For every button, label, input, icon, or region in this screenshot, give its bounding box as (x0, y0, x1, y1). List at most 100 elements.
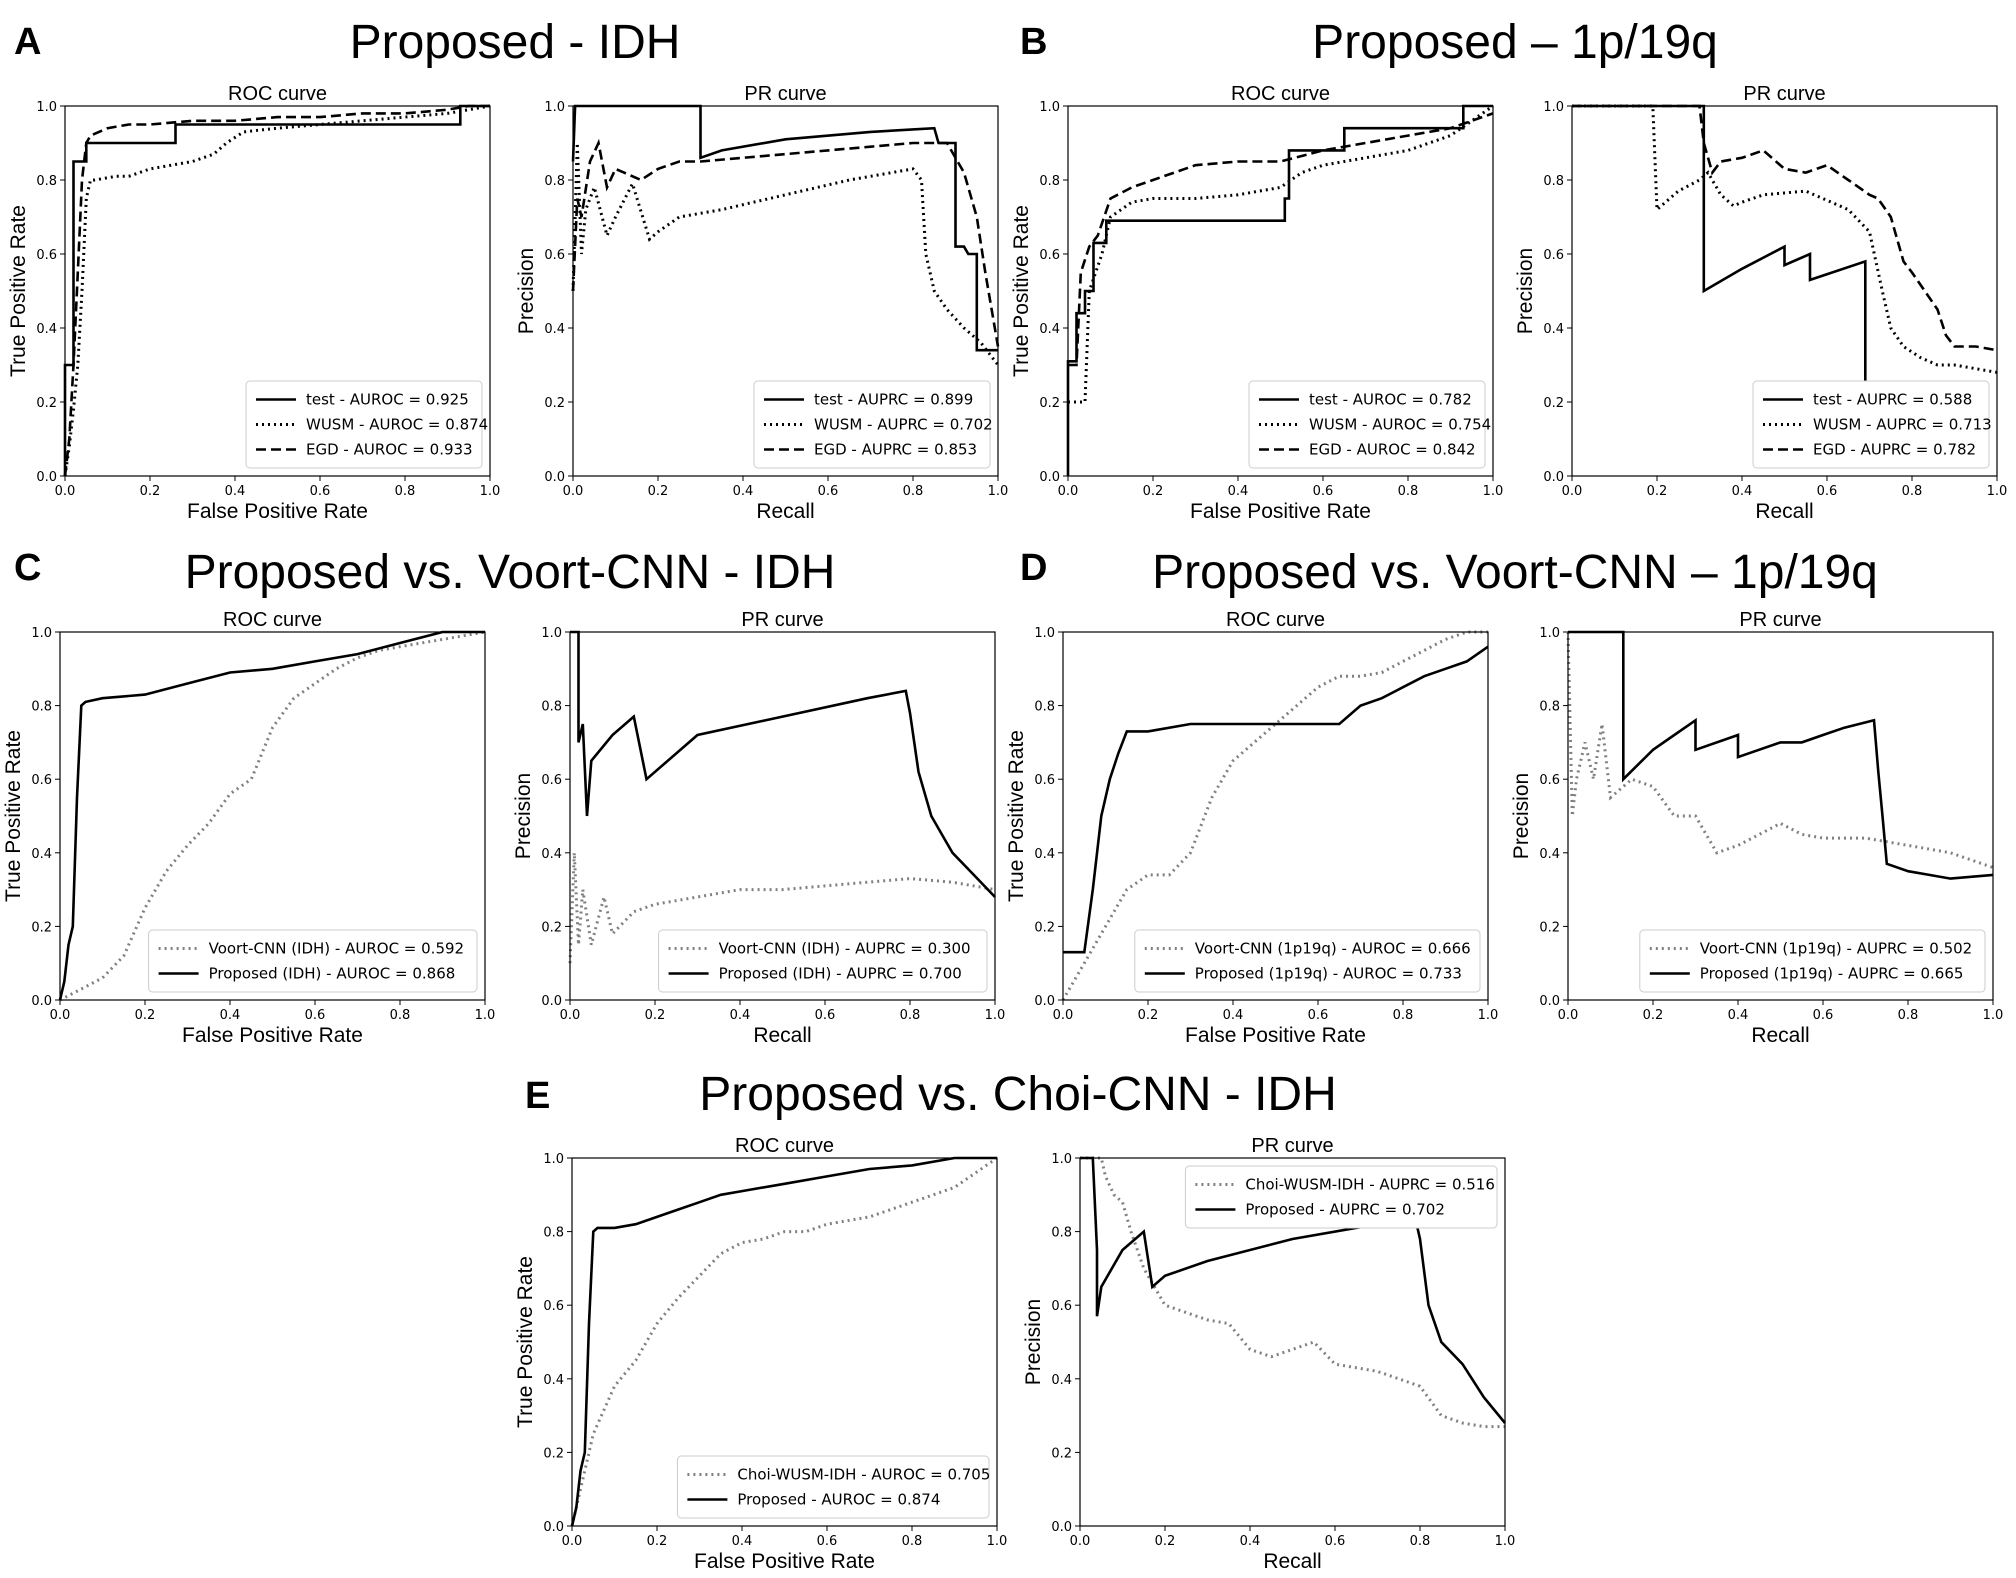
y-tick-label: 0.6 (1539, 773, 1560, 788)
y-tick-label: 0.0 (1034, 994, 1055, 1009)
y-tick-label: 1.0 (31, 626, 52, 641)
chart-d-pr: PR curve 0.00.0 0.2 0.2 0.4 0.4 0.6 0.6 0.8 0.8 1.… (1510, 609, 2003, 1047)
x-tick-label: 0.0 (563, 484, 584, 499)
y-tick-label: 0.0 (1539, 994, 1560, 1009)
y-tick-label: 0.2 (1034, 920, 1055, 935)
x-tick-label: 0.0 (560, 1008, 581, 1023)
y-tick-label: 0.6 (36, 248, 57, 263)
panel-title-b: Proposed – 1p/19q (1312, 16, 1718, 69)
x-tick-label: 0.6 (1817, 484, 1838, 499)
legend-entry: test - AUROC = 0.782 (1309, 391, 1472, 409)
x-tick-label: 0.4 (732, 1534, 753, 1549)
x-tick-label: 0.6 (310, 484, 331, 499)
subplot-title: PR curve (1743, 83, 1825, 105)
y-tick-label: 0.6 (1543, 248, 1564, 263)
x-tick-label: 1.0 (1478, 1008, 1499, 1023)
legend-entry: EGD - AUROC = 0.842 (1309, 441, 1476, 459)
legend: Choi-WUSM-IDH - AUPRC = 0.516 Proposed - … (1184, 1165, 1498, 1229)
y-tick-label: 0.8 (1051, 1226, 1072, 1241)
series-line (1068, 112, 1494, 367)
legend-box (148, 929, 478, 993)
x-tick-label: 0.8 (390, 1008, 411, 1023)
x-tick-label: 0.4 (1728, 1008, 1749, 1023)
y-tick-label: 0.8 (31, 700, 52, 715)
x-tick-label: 1.0 (987, 1534, 1008, 1549)
y-tick-label: 0.4 (543, 1373, 564, 1388)
x-tick-label: 0.6 (1313, 484, 1334, 499)
x-tick-label: 0.6 (817, 1534, 838, 1549)
x-tick-label: 0.4 (730, 1008, 751, 1023)
plot-frame (64, 105, 491, 477)
x-tick-label: 0.6 (1308, 1008, 1329, 1023)
legend-entry: test - AUPRC = 0.588 (1813, 391, 1972, 409)
series-line (570, 630, 996, 898)
chart-b-roc: ROC curve 0.00.0 0.2 0.2 0.4 0.4 0.6 0.6 0.8 0.8 1… (1010, 83, 1503, 523)
series-line (1572, 104, 1998, 352)
legend-entry: EGD - AUPRC = 0.853 (814, 441, 977, 459)
y-tick-label: 0.0 (1543, 470, 1564, 485)
chart-e-roc: ROC curve 0.00.0 0.2 0.2 0.4 0.4 0.6 0.6 0.8 0.8 1… (514, 1135, 1007, 1573)
x-tick-label: 0.2 (648, 484, 669, 499)
y-tick-label: 0.4 (1539, 847, 1560, 862)
y-tick-label: 1.0 (1051, 1152, 1072, 1167)
x-tick-label: 0.6 (305, 1008, 326, 1023)
legend-entry: Voort-CNN (IDH) - AUPRC = 0.300 (719, 940, 971, 958)
subplot-title: ROC curve (1226, 609, 1325, 631)
series-line (1080, 1156, 1507, 1424)
legend-entry: Voort-CNN (1p19q) - AUROC = 0.666 (1195, 940, 1471, 958)
y-tick-label: 0.0 (543, 1520, 564, 1535)
y-tick-label: 0.6 (1034, 773, 1055, 788)
x-tick-label: 1.0 (985, 1008, 1006, 1023)
legend-box (1184, 1165, 1498, 1229)
x-tick-label: 0.4 (220, 1008, 241, 1023)
legend-box (676, 1455, 990, 1519)
x-tick-label: 0.6 (1813, 1008, 1834, 1023)
legend-entry: Voort-CNN (1p19q) - AUPRC = 0.502 (1700, 940, 1972, 958)
x-axis-label: Recall (1755, 500, 1813, 523)
panel-letter-c: C (14, 547, 41, 589)
series-line (570, 1156, 998, 1527)
x-tick-label: 0.2 (1647, 484, 1668, 499)
y-tick-label: 0.2 (36, 396, 57, 411)
y-axis-label: Precision (515, 248, 538, 334)
y-tick-label: 0.2 (1051, 1446, 1072, 1461)
x-axis-label: False Positive Rate (1190, 500, 1371, 523)
x-tick-label: 0.6 (815, 1008, 836, 1023)
chart-d-roc: ROC curve 0.00.0 0.2 0.2 0.4 0.4 0.6 0.6 0.8 0.8 1… (1005, 609, 1498, 1047)
chart-b-pr: PR curve 0.00.0 0.2 0.2 0.4 0.4 0.6 0.6 0.8 0.8 1.… (1514, 83, 2007, 523)
chart-a-roc: ROC curve 0.00.0 0.2 0.2 0.4 0.4 0.6 0.6 0.8 0.8 1… (7, 83, 500, 523)
y-axis-label: Precision (512, 773, 535, 859)
subplot-title: PR curve (744, 83, 826, 105)
y-tick-label: 0.2 (1039, 396, 1060, 411)
plot-frame (1062, 631, 1489, 1001)
x-tick-label: 0.4 (1228, 484, 1249, 499)
x-axis-label: False Positive Rate (182, 1024, 363, 1047)
legend-entry: WUSM - AUROC = 0.754 (1309, 416, 1491, 434)
series-line (1572, 104, 1867, 388)
plot-frame (59, 631, 486, 1001)
subplot-title: ROC curve (735, 1135, 834, 1157)
y-tick-label: 0.2 (543, 1446, 564, 1461)
panel-title-e: Proposed vs. Choi-CNN - IDH (699, 1068, 1337, 1121)
panel-letter-d: D (1020, 547, 1047, 589)
y-tick-label: 1.0 (1539, 626, 1560, 641)
x-tick-label: 0.8 (395, 484, 416, 499)
subplot-title: PR curve (1739, 609, 1821, 631)
series-line (570, 1156, 997, 1527)
y-tick-label: 0.8 (543, 1226, 564, 1241)
legend-box (245, 380, 483, 469)
legend-box (753, 380, 991, 469)
legend-entry: Voort-CNN (IDH) - AUROC = 0.592 (209, 940, 465, 958)
x-tick-label: 0.2 (135, 1008, 156, 1023)
legend-box (1248, 380, 1486, 469)
x-tick-label: 1.0 (475, 1008, 496, 1023)
y-tick-label: 1.0 (36, 100, 57, 115)
y-tick-label: 0.4 (31, 847, 52, 862)
y-axis-label: True Positive Rate (2, 730, 25, 902)
y-tick-label: 1.0 (1034, 626, 1055, 641)
x-tick-label: 0.2 (1138, 1008, 1159, 1023)
y-tick-label: 0.4 (1051, 1373, 1072, 1388)
series-line (1080, 1156, 1505, 1429)
x-tick-label: 1.0 (1495, 1534, 1516, 1549)
chart-c-roc: ROC curve 0.00.0 0.2 0.2 0.4 0.4 0.6 0.6 0.8 0.8 1… (2, 609, 495, 1047)
